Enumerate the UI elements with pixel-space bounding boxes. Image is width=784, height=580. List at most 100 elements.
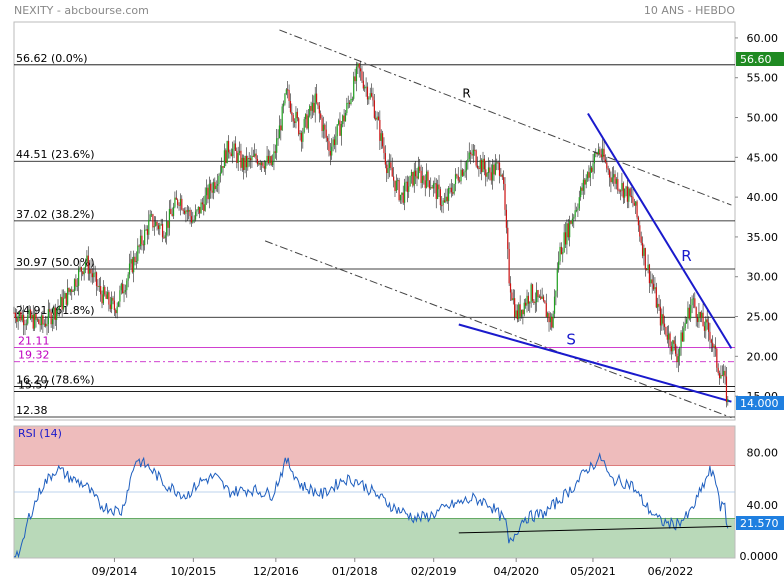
candle-body xyxy=(501,174,503,178)
candle-body xyxy=(520,309,523,317)
current-price-box xyxy=(736,52,784,66)
candle-body xyxy=(348,102,351,105)
candle-body xyxy=(322,124,325,132)
candle-body xyxy=(160,223,162,225)
candle-body xyxy=(482,158,484,173)
candle-body xyxy=(14,312,16,319)
candle-body xyxy=(115,310,117,314)
candle-body xyxy=(325,129,327,138)
candle-body xyxy=(475,150,477,166)
candle-body xyxy=(606,162,608,169)
candle-body xyxy=(287,89,289,91)
rsi-overbought-zone xyxy=(14,426,735,465)
candle-body xyxy=(38,319,40,324)
price-axis: 60.00 55.00 50.00 45.00 40.00 35.00 30.00 25.00… xyxy=(735,32,778,403)
candle-body xyxy=(124,290,127,292)
candle-body xyxy=(208,183,210,200)
candle-body xyxy=(43,323,45,325)
annotation-2: S xyxy=(566,330,576,348)
candle-body xyxy=(236,150,238,163)
candle-body xyxy=(591,167,593,172)
candle-body xyxy=(592,163,594,172)
candle-body xyxy=(314,93,316,113)
candle-body xyxy=(359,68,362,72)
candle-body xyxy=(42,315,44,325)
candle-body xyxy=(698,311,700,323)
candle-body xyxy=(109,304,111,310)
x-tick-label-7: 06/2022 xyxy=(648,565,694,578)
candle-body xyxy=(518,304,520,320)
candle-body xyxy=(644,248,646,270)
candle-body xyxy=(288,90,290,102)
candle-body xyxy=(525,302,527,306)
candle-body xyxy=(498,162,501,176)
candle-body xyxy=(222,166,224,168)
candle-body xyxy=(207,187,209,200)
candle-body xyxy=(126,280,128,291)
candle-body xyxy=(459,180,461,182)
candle-body xyxy=(78,269,80,286)
candle-body xyxy=(603,148,605,160)
candle-body xyxy=(263,166,265,169)
candle-body xyxy=(465,162,468,171)
candle-body xyxy=(725,376,728,403)
candle-body xyxy=(153,226,155,228)
x-tick-label-4: 02/2019 xyxy=(411,565,457,578)
candle-body xyxy=(533,300,535,304)
candle-body xyxy=(34,313,36,329)
candle-body xyxy=(329,151,331,156)
candle-body xyxy=(194,211,197,220)
candle-body xyxy=(84,262,87,268)
candle-body xyxy=(629,188,631,196)
candle-body xyxy=(526,295,528,306)
candle-body xyxy=(150,214,153,216)
candle-body xyxy=(183,210,186,214)
candle-body xyxy=(186,210,188,212)
candle-body xyxy=(471,153,473,156)
candle-body xyxy=(40,315,43,326)
candle-body xyxy=(101,294,103,304)
candle-body xyxy=(320,113,322,119)
candle-body xyxy=(669,333,671,347)
candle-body xyxy=(156,221,158,226)
candle-body xyxy=(632,196,634,203)
candle-body xyxy=(31,314,33,319)
candle-body xyxy=(628,188,630,202)
candle-body xyxy=(276,138,278,153)
candle-body xyxy=(172,206,175,216)
candle-body xyxy=(251,155,253,161)
candle-body xyxy=(244,155,246,170)
candle-body xyxy=(82,271,84,275)
candle-body xyxy=(139,235,142,247)
candle-body xyxy=(62,298,65,310)
candle-body xyxy=(637,217,640,226)
candle-body xyxy=(271,161,274,166)
candle-body xyxy=(269,156,271,164)
candle-body xyxy=(182,209,184,211)
candle-body xyxy=(670,346,673,352)
candle-body xyxy=(233,143,235,149)
candle-body xyxy=(500,174,502,176)
chart-title: NEXITY - abcbourse.com xyxy=(14,4,149,17)
candle-body xyxy=(267,155,270,164)
candle-body xyxy=(504,183,506,210)
candle-body xyxy=(164,235,166,239)
candle-body xyxy=(424,180,426,188)
candle-body xyxy=(178,204,180,206)
candle-body xyxy=(685,319,688,324)
last-price-box xyxy=(736,396,784,410)
candle-body xyxy=(212,182,215,193)
candle-body xyxy=(688,307,690,319)
candle-body xyxy=(346,102,348,113)
candle-body xyxy=(435,183,437,199)
price-tick-label-7: 25.00 xyxy=(747,311,779,324)
candle-body xyxy=(106,292,109,299)
candle-body xyxy=(20,311,22,321)
candle-body xyxy=(395,180,397,192)
candle-body xyxy=(357,63,359,67)
candle-body xyxy=(361,71,363,81)
candle-body xyxy=(241,157,243,168)
candle-body xyxy=(537,290,539,298)
